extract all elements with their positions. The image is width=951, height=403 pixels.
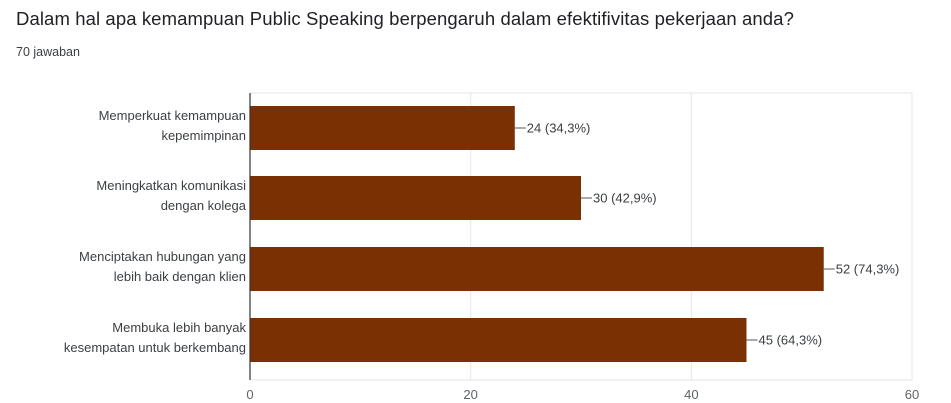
data-label-3: 52 (74,3%) [836,262,900,277]
x-tick-label-40: 40 [684,387,698,402]
response-count: 70 jawaban [16,45,80,59]
category-label-3-line-2: lebih baik dengan klien [114,269,246,284]
category-label-2-line-1: Meningkatkan komunikasi [96,178,246,193]
category-label-3-line-1: Menciptakan hubungan yang [79,249,246,264]
bar-3 [250,247,824,291]
bar-2 [250,176,581,220]
bar-4 [250,318,747,362]
x-tick-label-20: 20 [463,387,477,402]
x-tick-label-0: 0 [246,387,253,402]
category-label-1-line-2: kepemimpinan [161,128,246,143]
question-title: Dalam hal apa kemampuan Public Speaking … [16,8,794,29]
data-label-2: 30 (42,9%) [593,191,657,206]
category-label-4-line-1: Membuka lebih banyak [112,320,246,335]
bar-1 [250,106,515,150]
data-label-4: 45 (64,3%) [759,333,823,348]
category-label-4-line-2: kesempatan untuk berkembang [64,340,246,355]
category-label-1-line-1: Memperkuat kemampuan [99,108,246,123]
category-label-2-line-2: dengan kolega [161,198,247,213]
data-label-1: 24 (34,3%) [527,121,591,136]
x-tick-label-60: 60 [905,387,919,402]
